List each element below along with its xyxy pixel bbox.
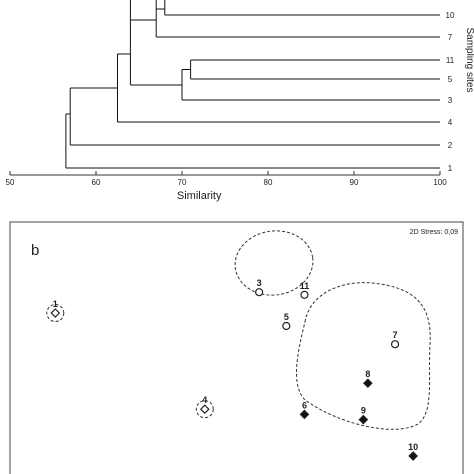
y-axis-label: Sampling sites [464, 27, 474, 92]
mds-panel: b 2D Stress: 0,09 1 3 11 5 7 8 4 6 9 10 [9, 221, 464, 474]
leaf-label: 11 [446, 56, 455, 65]
site-label: 4 [202, 395, 207, 405]
leaf-label: 1 [448, 164, 453, 173]
leaf-label: 5 [448, 75, 453, 84]
site-label: 6 [302, 400, 307, 410]
site-label: 8 [365, 369, 370, 379]
leaf-label: 4 [448, 118, 453, 127]
group-hull [296, 282, 431, 430]
group-hull [195, 400, 214, 419]
site-point [282, 321, 291, 331]
site-point [358, 414, 369, 425]
x-tick-label: 90 [350, 178, 359, 187]
site-point [299, 409, 310, 420]
dendrogram-panel: 50 60 70 80 90 100 Similarity 10 7 11 5 3 4 2 1 Samplin… [6, 0, 474, 202]
site-label: 10 [408, 442, 418, 452]
site-point [363, 378, 373, 389]
site-label: 1 [53, 299, 58, 309]
x-tick-label: 60 [92, 178, 101, 187]
site-label: 9 [361, 406, 366, 416]
site-point [50, 308, 61, 318]
x-axis-label: Similarity [177, 190, 222, 202]
panel-frame [9, 221, 464, 474]
site-point [408, 451, 419, 461]
x-tick-label: 80 [264, 178, 273, 187]
site-label: 5 [284, 312, 289, 322]
x-tick-label: 70 [178, 178, 187, 187]
x-tick-label: 50 [6, 178, 15, 187]
leaf-label: 7 [448, 33, 453, 42]
group-hull [46, 304, 65, 322]
site-label: 7 [393, 330, 398, 340]
group-hull [234, 230, 314, 296]
leaf-label: 2 [448, 141, 453, 150]
site-label: 11 [300, 281, 310, 291]
leaf-label: 3 [448, 96, 453, 105]
site-point [390, 340, 400, 349]
site-label: 3 [257, 278, 262, 288]
leaf-label: 10 [446, 11, 455, 20]
stress-label: 2D Stress: 0,09 [410, 229, 458, 236]
site-point [199, 404, 210, 415]
site-point [255, 288, 264, 297]
site-point [300, 290, 309, 299]
panel-label: b [31, 242, 39, 259]
x-tick-label: 100 [433, 178, 447, 187]
